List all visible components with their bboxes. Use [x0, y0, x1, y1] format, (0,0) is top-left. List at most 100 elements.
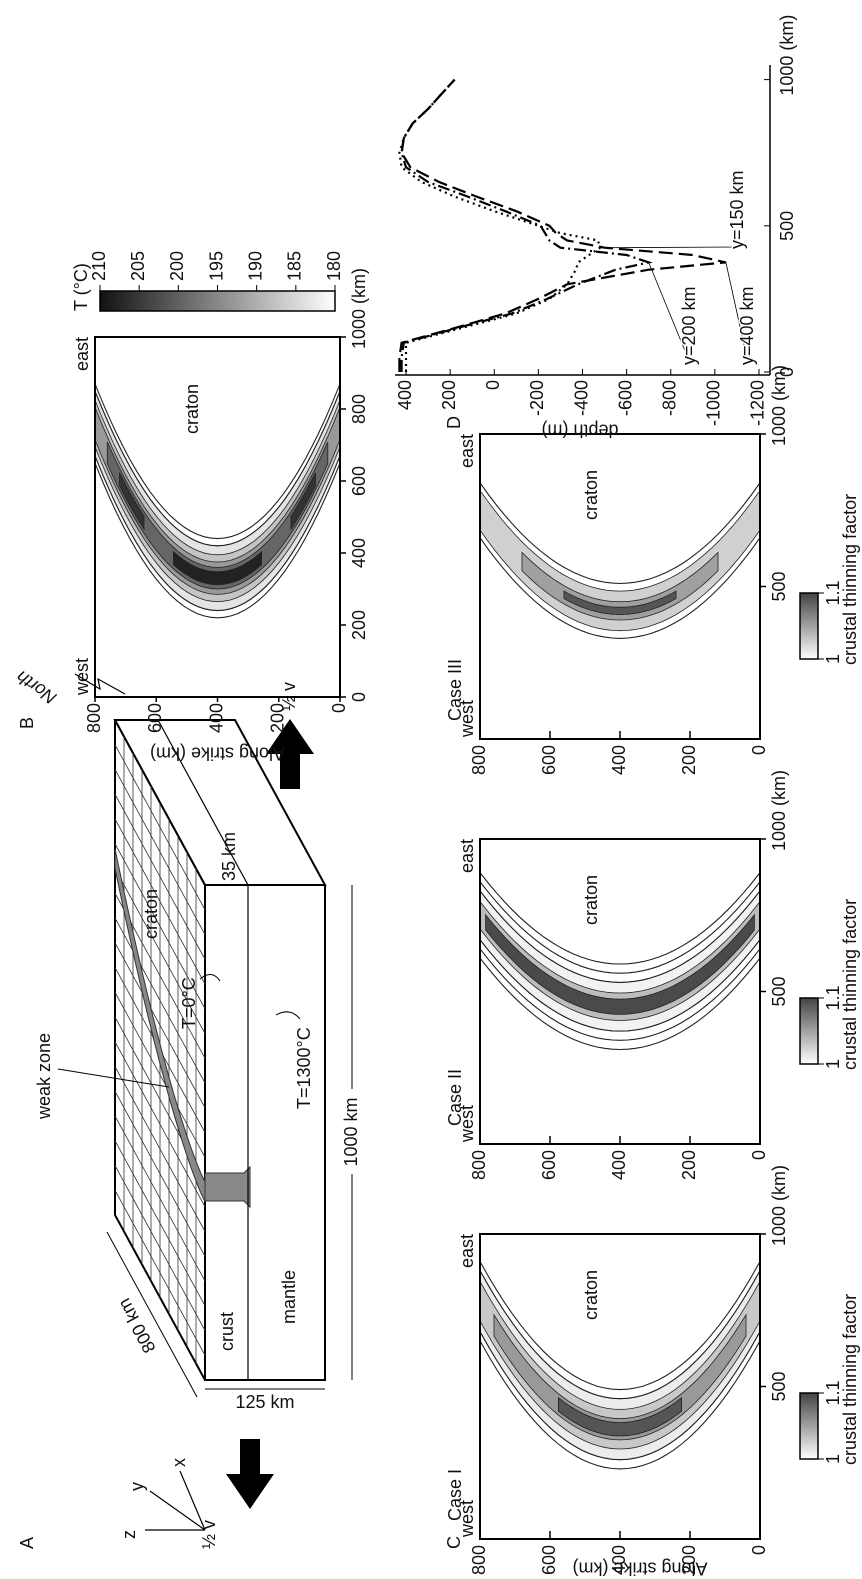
panel-label: D [444, 416, 464, 429]
x-tick-label: 500 [777, 211, 797, 241]
x-tick-label: 400 [349, 538, 369, 568]
label: east [72, 337, 92, 371]
contour-band [172, 550, 263, 586]
x-tick-label: 600 [349, 466, 369, 496]
contours [480, 461, 760, 639]
weak-zone [114, 848, 206, 1203]
x-tick-label: 1000 (km) [349, 268, 369, 349]
label: east [457, 1234, 477, 1268]
colorbar-tick-label: 180 [324, 251, 344, 281]
axis-title: depth (m) [541, 420, 618, 440]
y-tick-label: -200 [527, 380, 547, 416]
y-tick-label: 800 [469, 745, 489, 775]
y-tick-label: 800 [84, 703, 104, 733]
label: y [127, 1482, 147, 1491]
contour-band [119, 472, 145, 531]
y-tick-label: 0 [329, 703, 349, 713]
region-label: craton [182, 384, 202, 434]
y-tick-label: -1200 [748, 380, 768, 426]
label: 35 km [219, 832, 239, 881]
weak-zone-front [204, 1165, 251, 1209]
colorbar [799, 997, 819, 1065]
y-tick-label: 200 [679, 1150, 699, 1180]
contour-line [480, 920, 760, 1032]
leader [648, 262, 691, 364]
label: mantle [279, 1270, 299, 1324]
colorbar-tick-label: 195 [206, 251, 226, 281]
label: z [119, 1530, 139, 1539]
y-tick-label: 0 [749, 745, 769, 755]
region-label: craton [581, 470, 601, 520]
label: east [457, 839, 477, 873]
contour-line [480, 1243, 760, 1400]
panel-label: C [444, 1536, 464, 1549]
series-label: y=150 km [727, 170, 747, 249]
colorbar-tick-label: 210 [89, 251, 109, 281]
y-tick-label: 0 [483, 380, 503, 390]
colorbar-tick-label: 1 [823, 1454, 843, 1464]
contour-band [563, 590, 677, 616]
region-label: craton [581, 1270, 601, 1320]
label: 1000 km [341, 1097, 361, 1166]
label: ½ v [199, 1520, 219, 1549]
y-tick-label: 600 [145, 703, 165, 733]
x-tick-label: 200 [349, 610, 369, 640]
leader [275, 1011, 301, 1020]
colorbar-label: crustal thinning factor [840, 494, 860, 665]
colorbar-tick-label: 200 [167, 251, 187, 281]
leader [725, 262, 749, 364]
label: west [457, 1105, 477, 1143]
colorbar-tick-label: 185 [285, 251, 305, 281]
crust-base-side [157, 719, 249, 886]
case-title: Case II [445, 1069, 465, 1126]
label: crust [217, 1312, 237, 1351]
colorbar-tick-label: 190 [245, 251, 265, 281]
arrow-left [226, 1439, 274, 1509]
contour-band [558, 1396, 682, 1437]
y-tick-label: 800 [469, 1545, 489, 1575]
axis-title: Along strike (km) [150, 743, 285, 763]
dim-line [106, 1231, 198, 1398]
label: west [72, 658, 92, 696]
contours [480, 1234, 760, 1470]
series-label: y=400 km [737, 286, 757, 365]
colorbar-label: crustal thinning factor [840, 899, 860, 1070]
y-tick-label: 600 [539, 1150, 559, 1180]
contour-line [480, 1304, 760, 1461]
y-tick-label: 400 [206, 703, 226, 733]
case-title: Case III [445, 659, 465, 721]
y-tick-label: 0 [749, 1545, 769, 1555]
series-label: y=200 km [679, 286, 699, 365]
arrow-right [266, 719, 314, 789]
colorbar-title: T (°C) [71, 263, 91, 311]
north-arrow [74, 673, 126, 695]
series-line [398, 78, 602, 372]
label: North [12, 667, 60, 709]
region-label: craton [581, 875, 601, 925]
contour-line [480, 929, 760, 1041]
contour-line [480, 1313, 760, 1470]
label: craton [141, 889, 161, 939]
y-tick-label: -800 [659, 380, 679, 416]
colorbar [99, 290, 336, 312]
y-tick-label: 200 [679, 1545, 699, 1575]
colorbar-tick-label: 1.1 [823, 985, 843, 1010]
contour-line [480, 871, 760, 983]
label: 125 km [235, 1392, 294, 1412]
x-tick-label: 800 [349, 394, 369, 424]
contour-line [480, 852, 760, 965]
y-tick-label: 600 [539, 1545, 559, 1575]
label: x [169, 1458, 189, 1467]
y-tick-label: 400 [609, 745, 629, 775]
leader [600, 246, 739, 249]
contour-line [480, 461, 760, 585]
y-tick-label: 200 [679, 745, 699, 775]
colorbar-tick-label: 1 [823, 1059, 843, 1069]
axis-triad [145, 1470, 206, 1531]
y-tick-label: 400 [609, 1545, 629, 1575]
plot-frame [479, 433, 761, 740]
y-tick-label: 600 [539, 745, 559, 775]
y-tick-label: 200 [268, 703, 288, 733]
